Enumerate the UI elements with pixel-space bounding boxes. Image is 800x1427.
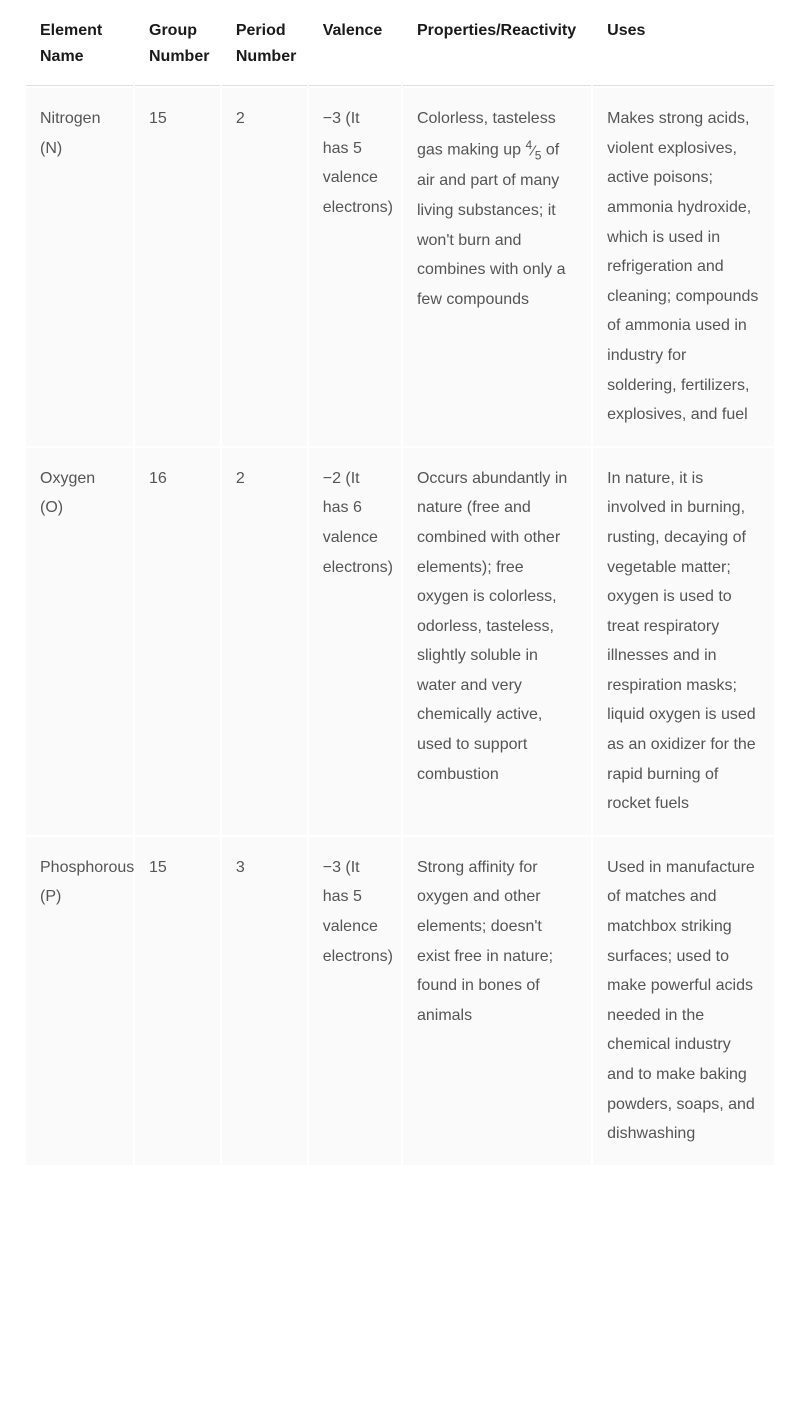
cell-element: Phosphorous (P) <box>26 837 133 1165</box>
cell-uses: Used in manufacture of matches and match… <box>593 837 774 1165</box>
col-period-number: Period Number <box>222 2 307 86</box>
cell-group: 15 <box>135 837 220 1165</box>
cell-valence: −3 (It has 5 valence electrons) <box>309 837 401 1165</box>
table-row: Nitrogen (N) 15 2 −3 (It has 5 valence e… <box>26 88 774 446</box>
cell-valence: −3 (It has 5 valence electrons) <box>309 88 401 446</box>
cell-element: Oxygen (O) <box>26 448 133 835</box>
col-properties: Properties/Reactivity <box>403 2 591 86</box>
col-valence: Valence <box>309 2 401 86</box>
cell-uses: Makes strong acids, violent explosives, … <box>593 88 774 446</box>
properties-post: of air and part of many living substance… <box>417 141 566 307</box>
table-header-row: Element Name Group Number Period Number … <box>26 2 774 86</box>
cell-valence: −2 (It has 6 valence electrons) <box>309 448 401 835</box>
col-uses: Uses <box>593 2 774 86</box>
cell-properties: Occurs abundantly in nature (free and co… <box>403 448 591 835</box>
table-row: Oxygen (O) 16 2 −2 (It has 6 valence ele… <box>26 448 774 835</box>
cell-element: Nitrogen (N) <box>26 88 133 446</box>
cell-properties: Colorless, tasteless gas making up 4⁄5 o… <box>403 88 591 446</box>
cell-properties: Strong affinity for oxygen and other ele… <box>403 837 591 1165</box>
cell-group: 15 <box>135 88 220 446</box>
cell-period: 3 <box>222 837 307 1165</box>
col-element-name: Element Name <box>26 2 133 86</box>
col-group-number: Group Number <box>135 2 220 86</box>
cell-group: 16 <box>135 448 220 835</box>
elements-table: Element Name Group Number Period Number … <box>24 0 776 1167</box>
fraction: 4⁄5 <box>525 134 541 167</box>
table-row: Phosphorous (P) 15 3 −3 (It has 5 valenc… <box>26 837 774 1165</box>
cell-period: 2 <box>222 448 307 835</box>
cell-uses: In nature, it is involved in burning, ru… <box>593 448 774 835</box>
cell-period: 2 <box>222 88 307 446</box>
elements-table-container: Element Name Group Number Period Number … <box>0 0 800 1167</box>
